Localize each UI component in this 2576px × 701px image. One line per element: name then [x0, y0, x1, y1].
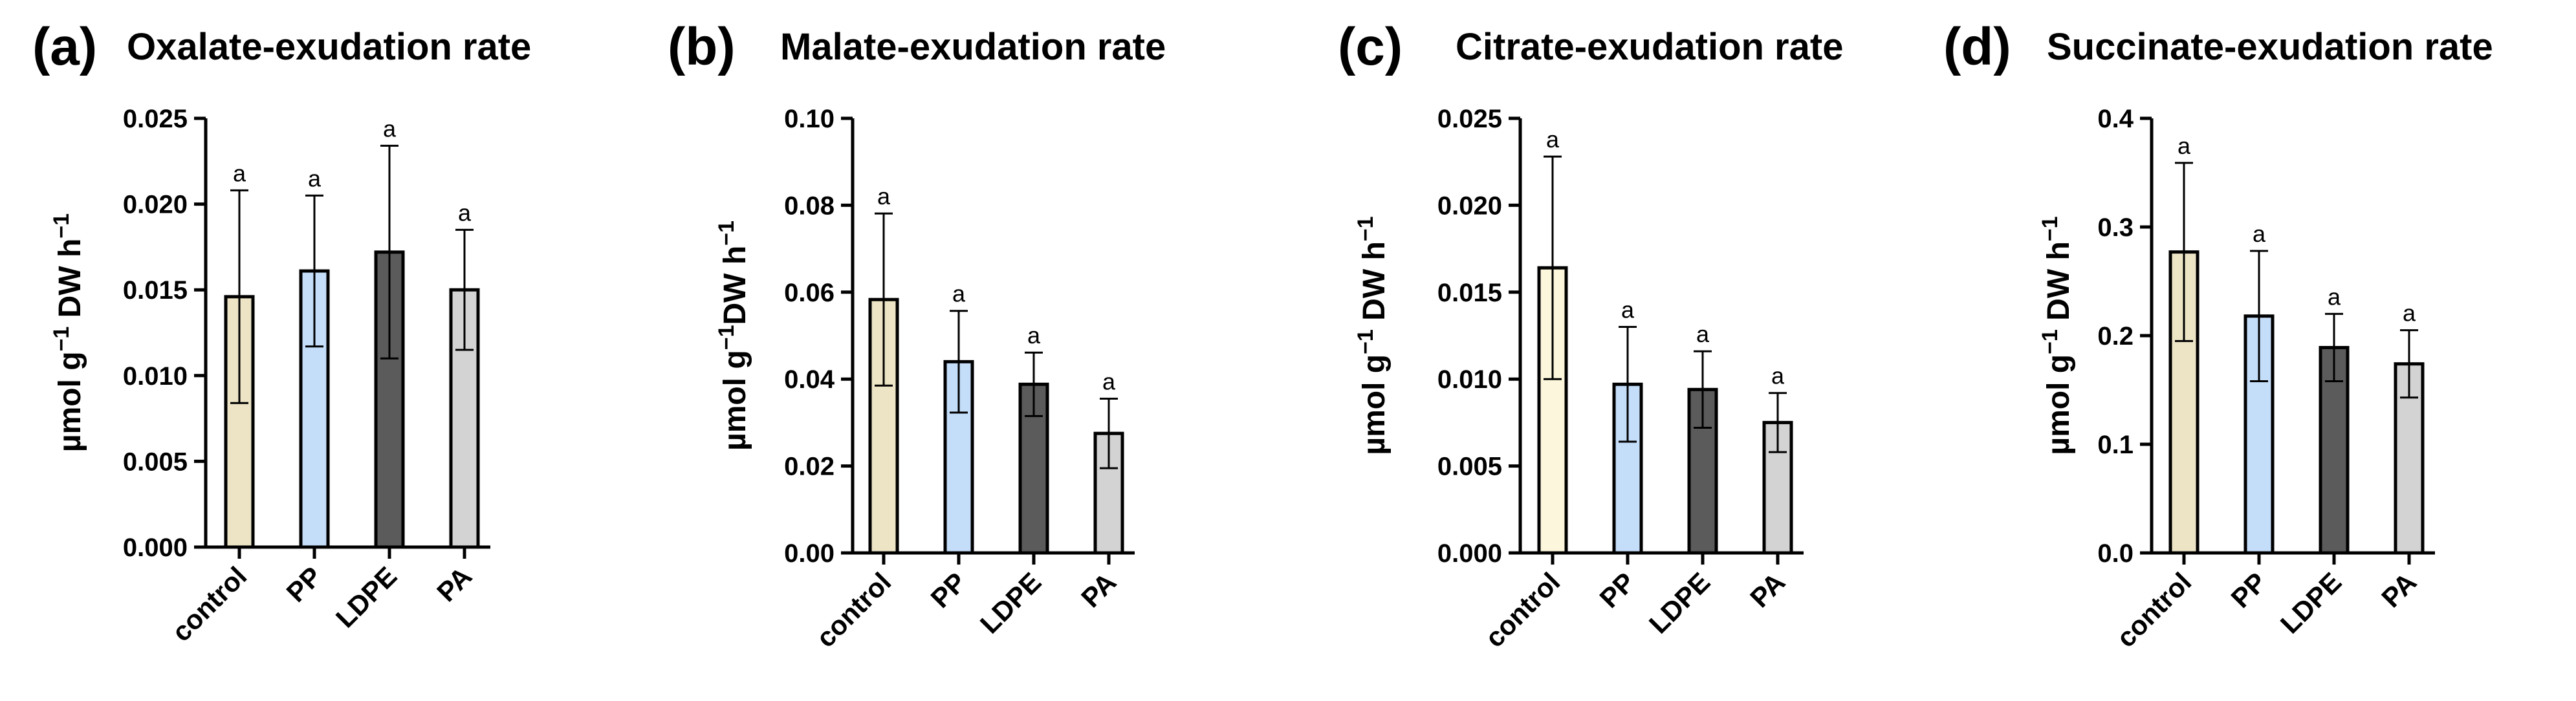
y-tick-label: 0.4 [2097, 105, 2134, 133]
x-tick-label-control: control [2110, 566, 2197, 653]
y-axis-label-part: −1 [1353, 216, 1378, 241]
y-axis-label-part: µmol g [718, 350, 752, 451]
y-tick-label: 0.00 [784, 539, 835, 568]
chart-title: Citrate-exudation rate [1456, 26, 1843, 68]
y-tick-label: 0.06 [784, 279, 835, 307]
y-tick-label: 0.04 [784, 365, 835, 394]
significance-letter: a [308, 165, 322, 191]
y-axis-label-part: −1 [714, 221, 739, 246]
y-tick-label: 0.2 [2097, 322, 2134, 350]
y-axis-label-part: DW h [718, 246, 752, 325]
panel-label: (b) [668, 17, 736, 76]
significance-letter: a [1027, 322, 1041, 349]
x-tick-label-PP: PP [1594, 566, 1641, 614]
y-axis-label: µmol g−1 DW h−1 [1353, 216, 1392, 455]
x-tick-label-LDPE: LDPE [1643, 566, 1716, 639]
y-tick-label: 0.08 [784, 191, 835, 220]
chart-title: Oxalate-exudation rate [127, 26, 531, 68]
significance-letter: a [2328, 283, 2341, 310]
significance-letter: a [877, 183, 891, 210]
y-axis-label-part: −1 [49, 213, 74, 239]
panel-label: (c) [1338, 17, 1403, 76]
y-tick-label: 0.010 [123, 362, 188, 391]
y-axis-label-part: µmol g [2042, 354, 2076, 455]
y-axis-label-part: −1 [49, 327, 74, 352]
x-tick-label-PA: PA [431, 561, 477, 607]
significance-letter: a [1621, 297, 1635, 323]
x-tick-label-control: control [166, 561, 252, 647]
y-tick-label: 0.005 [123, 448, 188, 476]
y-axis-label-part: −1 [2038, 216, 2062, 241]
y-tick-label: 0.010 [1437, 365, 1502, 394]
x-tick-label-LDPE: LDPE [974, 566, 1047, 639]
y-axis-label-part: µmol g [1357, 354, 1392, 455]
x-tick-label-PP: PP [281, 561, 328, 608]
y-tick-label: 0.1 [2097, 431, 2134, 459]
y-tick-label: 0.020 [123, 191, 188, 219]
x-tick-label-PP: PP [2225, 566, 2273, 614]
significance-letter: a [458, 199, 472, 226]
significance-letter: a [952, 281, 966, 307]
y-tick-label: 0.02 [784, 453, 835, 481]
y-axis-label-part: −1 [2038, 329, 2062, 354]
significance-letter: a [1771, 363, 1785, 389]
y-tick-label: 0.025 [123, 105, 188, 133]
panel-label: (d) [1943, 17, 2011, 76]
y-axis-label-part: µmol g [53, 351, 87, 452]
y-axis-label-part: −1 [714, 325, 739, 350]
significance-letter: a [2403, 300, 2416, 327]
x-tick-label-PA: PA [1075, 566, 1122, 613]
x-tick-label-LDPE: LDPE [2275, 566, 2347, 639]
y-axis-label-part: −1 [1353, 329, 1378, 354]
significance-letter: a [2178, 133, 2191, 159]
x-tick-label-PA: PA [1744, 566, 1791, 613]
y-axis-label-part: DW h [1357, 241, 1392, 329]
y-axis-label-part: DW h [53, 239, 87, 327]
significance-letter: a [1696, 321, 1710, 347]
panel-label: (a) [32, 17, 97, 76]
significance-letter: a [1546, 126, 1560, 153]
chart-title: Malate-exudation rate [780, 26, 1166, 68]
significance-letter: a [1102, 368, 1116, 394]
y-axis-label-part: DW h [2042, 241, 2076, 329]
y-axis-label: µmol g−1DW h−1 [714, 221, 752, 451]
x-tick-label-PA: PA [2375, 566, 2422, 613]
y-axis-label: µmol g−1 DW h−1 [49, 213, 87, 452]
y-tick-label: 0.020 [1437, 191, 1502, 220]
significance-letter: a [383, 115, 397, 142]
chart-title: Succinate-exudation rate [2047, 26, 2493, 68]
x-tick-label-control: control [1479, 566, 1566, 653]
y-axis-label: µmol g−1 DW h−1 [2038, 216, 2076, 455]
y-tick-label: 0.000 [1437, 539, 1502, 568]
y-tick-label: 0.10 [784, 105, 835, 133]
y-tick-label: 0.000 [123, 534, 188, 562]
significance-letter: a [233, 160, 246, 186]
x-tick-label-control: control [810, 566, 897, 653]
y-tick-label: 0.015 [123, 276, 188, 305]
y-tick-label: 0.015 [1437, 279, 1502, 307]
x-tick-label-LDPE: LDPE [330, 561, 402, 633]
significance-letter: a [2253, 221, 2266, 247]
y-tick-label: 0.025 [1437, 105, 1502, 133]
y-tick-label: 0.005 [1437, 453, 1502, 481]
x-tick-label-PP: PP [925, 566, 972, 614]
y-tick-label: 0.3 [2097, 213, 2134, 242]
y-tick-label: 0.0 [2097, 539, 2134, 568]
